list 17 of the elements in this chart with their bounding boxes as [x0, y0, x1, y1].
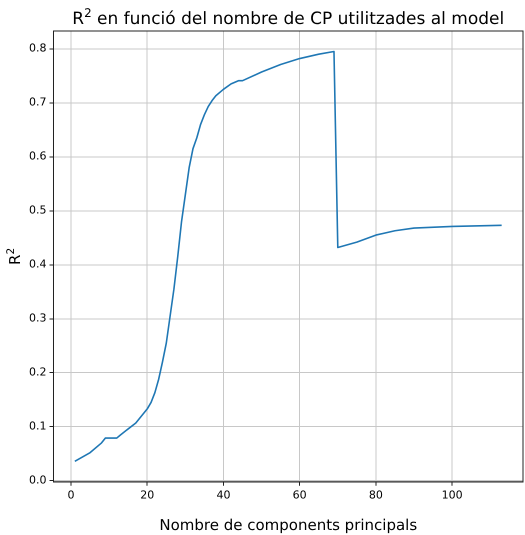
y-tick-label: 0.6 [28, 150, 46, 163]
y-tick-label: 0.1 [28, 420, 46, 433]
y-tick-label: 0.4 [28, 258, 46, 271]
x-tick-label: 0 [68, 488, 75, 502]
x-tick-label: 100 [442, 488, 463, 502]
x-tick-label: 20 [140, 488, 154, 502]
y-tick-label: 0.0 [28, 474, 46, 487]
x-axis-title: Nombre de components principals [159, 516, 418, 534]
x-tick-label: 80 [368, 488, 383, 502]
x-tick-label: 40 [216, 488, 230, 502]
x-tick-label: 60 [292, 488, 307, 502]
y-axis-title: R2 [5, 248, 24, 265]
y-tick-label: 0.8 [28, 42, 46, 55]
y-tick-label: 0.2 [28, 366, 46, 379]
y-tick-label: 0.3 [28, 312, 46, 325]
y-tick-label: 0.5 [28, 204, 46, 217]
y-tick-label: 0.7 [28, 96, 46, 109]
